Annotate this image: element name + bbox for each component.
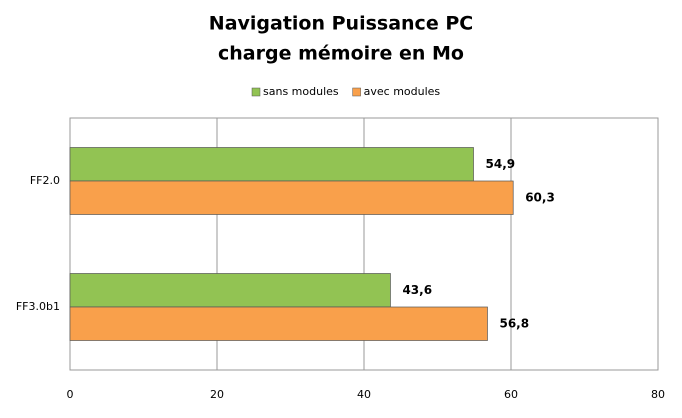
chart-subtitle: charge mémoire en Mo: [218, 43, 464, 65]
chart-title: Navigation Puissance PC: [209, 13, 473, 35]
legend-label: sans modules: [263, 85, 339, 98]
bar: [69, 273, 391, 308]
legend-swatch: [251, 87, 261, 97]
x-tick-label: 20: [210, 388, 224, 401]
x-tick-label: 0: [67, 388, 74, 401]
y-tick-label: FF3.0b1: [16, 300, 60, 313]
value-label: 60,3: [525, 190, 555, 204]
legend-swatch: [352, 87, 361, 97]
x-tick-label: 60: [504, 388, 518, 401]
bar: [69, 147, 474, 182]
x-tick-label: 40: [357, 388, 371, 401]
legend-label: avec modules: [364, 85, 441, 98]
bar: [69, 306, 488, 341]
value-label: 56,8: [499, 316, 529, 330]
x-tick-label: 80: [651, 388, 665, 401]
value-label: 54,9: [486, 157, 516, 171]
value-label: 43,6: [402, 283, 432, 297]
y-tick-label: FF2.0: [30, 174, 60, 187]
bar: [69, 180, 514, 215]
